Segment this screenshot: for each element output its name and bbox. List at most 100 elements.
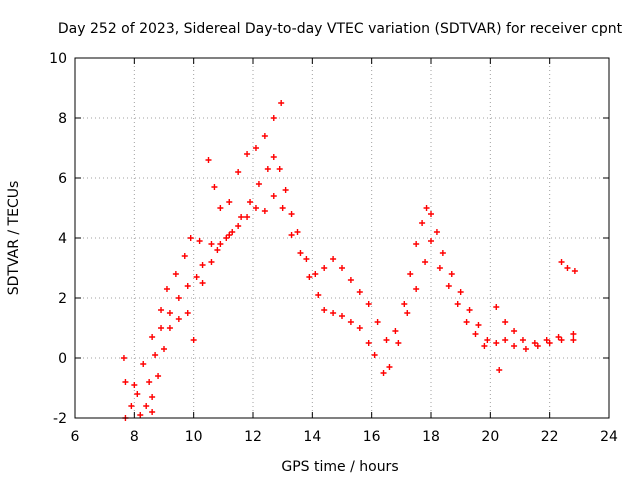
data-point <box>401 301 408 307</box>
data-point <box>484 337 491 343</box>
data-point <box>496 367 503 373</box>
data-point <box>226 199 233 205</box>
data-point <box>264 166 271 172</box>
data-point <box>303 256 310 262</box>
data-point <box>175 295 182 301</box>
x-tick-label: 10 <box>185 429 203 445</box>
y-tick-label: 4 <box>58 231 67 247</box>
data-point <box>279 205 286 211</box>
data-point <box>356 325 363 331</box>
data-point <box>270 115 277 121</box>
x-tick-label: 8 <box>130 429 139 445</box>
data-point <box>502 319 509 325</box>
x-tick-label: 14 <box>303 429 321 445</box>
data-point <box>255 181 262 187</box>
data-point <box>244 214 251 220</box>
data-point <box>175 316 182 322</box>
data-point <box>166 325 173 331</box>
data-point <box>463 319 470 325</box>
data-point <box>288 232 295 238</box>
data-point <box>339 313 345 319</box>
data-point <box>365 301 372 307</box>
data-point <box>149 394 156 400</box>
data-point <box>407 271 414 277</box>
data-point <box>475 322 482 328</box>
data-point <box>493 340 500 346</box>
data-point <box>205 157 212 163</box>
data-point <box>247 199 254 205</box>
data-point <box>158 325 165 331</box>
data-point <box>546 340 553 346</box>
data-point <box>276 166 283 172</box>
data-point <box>481 343 488 349</box>
data-point <box>217 205 224 211</box>
y-tick-label: 0 <box>58 351 67 367</box>
data-point <box>570 331 577 337</box>
data-point <box>522 346 529 352</box>
data-point <box>436 265 443 271</box>
data-point <box>564 265 571 271</box>
data-point <box>448 271 455 277</box>
data-point <box>365 340 372 346</box>
data-point <box>312 271 319 277</box>
data-point <box>134 391 141 397</box>
data-point <box>208 259 215 265</box>
data-point <box>193 274 200 280</box>
data-point <box>428 211 434 217</box>
x-axis-label: GPS time / hours <box>281 459 398 475</box>
grid-lines <box>75 58 609 418</box>
data-point <box>294 229 301 235</box>
data-point <box>519 337 526 343</box>
data-point <box>466 307 473 313</box>
data-point <box>297 250 304 256</box>
data-point <box>270 154 277 160</box>
y-axis-label: SDTVAR / TECUs <box>6 181 22 296</box>
data-point <box>199 262 206 268</box>
x-tick-label: 16 <box>363 429 381 445</box>
x-tick-label: 22 <box>541 429 559 445</box>
x-tick-label: 20 <box>481 429 499 445</box>
data-series <box>122 193 577 421</box>
data-point <box>511 343 518 349</box>
data-point <box>502 337 509 343</box>
data-point <box>571 268 578 274</box>
data-point <box>140 361 147 367</box>
y-tick-label: 2 <box>58 291 67 307</box>
data-point <box>392 328 399 334</box>
data-point <box>511 328 518 334</box>
data-point <box>226 232 233 238</box>
data-point <box>404 310 411 316</box>
data-point <box>330 256 337 262</box>
data-point <box>282 187 289 193</box>
data-point <box>356 289 363 295</box>
data-point <box>163 286 170 292</box>
data-point <box>187 235 194 241</box>
data-point <box>155 373 162 379</box>
data-point <box>439 250 446 256</box>
data-point <box>217 241 224 247</box>
data-point <box>347 277 354 283</box>
data-point <box>244 151 251 157</box>
data-point <box>223 235 230 241</box>
data-point <box>555 334 562 340</box>
data-point <box>472 331 479 337</box>
chart-title: Day 252 of 2023, Sidereal Day-to-day VTE… <box>58 21 623 37</box>
data-point <box>288 211 295 217</box>
y-tick-label: 6 <box>58 171 67 187</box>
data-point <box>131 382 138 388</box>
data-point <box>330 310 337 316</box>
y-tick-label: -2 <box>53 411 67 427</box>
data-point <box>386 364 393 370</box>
data-point <box>321 265 328 271</box>
data-point <box>143 403 150 409</box>
data-point <box>423 205 430 211</box>
data-point <box>445 283 452 289</box>
data-point <box>531 340 538 346</box>
data-point <box>558 259 565 265</box>
data-point <box>172 271 179 277</box>
data-point <box>166 310 173 316</box>
data-series <box>140 100 285 367</box>
